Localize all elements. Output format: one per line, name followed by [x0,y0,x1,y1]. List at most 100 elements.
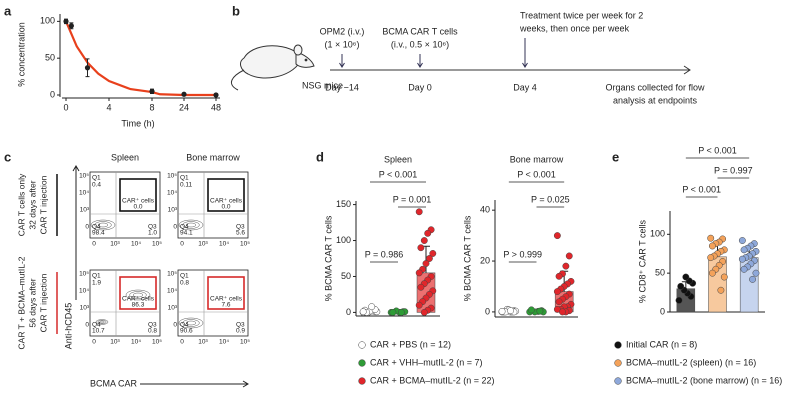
contour [178,219,204,231]
contour [185,320,197,326]
quadrant-value: 0.9 [236,328,245,335]
data-point [555,298,563,306]
quadrant-value: 0.8 [148,328,157,335]
data-point [213,92,219,98]
data-point [415,269,423,277]
data-point [429,250,437,257]
panel-label: b [232,3,240,18]
y-tick-label: 100 [650,229,665,239]
data-point [368,303,376,311]
p-value: P < 0.001 [379,169,418,179]
data-point [415,208,423,216]
car-gate [119,178,157,212]
contour [182,319,200,327]
quadrant-name: Q3 [148,224,157,231]
y-tick-label: 0 [173,322,177,329]
data-point [149,88,155,94]
p-value: P > 0.999 [503,249,542,259]
quadrant-value: 0.11 [180,182,193,189]
quadrant-name: Q4 [180,322,189,329]
quadrant-value: 90.6 [180,328,193,335]
y-tick-label: 0 [485,306,490,316]
gate-value: 0.0 [133,204,142,211]
x-tick-label: 10³ [110,241,120,248]
quadrant-value: 0.4 [92,182,101,189]
gate-value: 0.0 [221,204,230,211]
data-point [415,301,423,309]
data-point [527,306,535,314]
data-point [555,272,563,280]
legend-marker [358,359,366,367]
data-point [84,65,91,71]
quadrant-name: Q3 [148,322,157,329]
data-point [424,229,432,237]
contour [132,292,144,298]
y-tick-label: 100 [336,235,351,245]
y-tick-label: 50 [45,53,55,63]
p-value: P < 0.001 [682,184,721,194]
y-tick-label: 0 [50,89,55,99]
quadrant-name: Q1 [180,273,189,280]
panel-label: c [4,149,11,164]
quadrant-name: Q4 [92,322,101,329]
column-header: Bone marrow [186,152,240,162]
data-point [417,283,425,291]
y-tick-label: 10³ [80,207,90,214]
x-tick-label: 4 [106,102,111,112]
contour [99,320,105,324]
y-tick-label: 10⁴ [79,288,89,295]
y-axis-label: % BCMA CAR T cells [462,215,472,301]
data-point [740,246,748,254]
data-point [562,262,570,270]
endpoint-text: analysis at endpoints [613,95,698,105]
data-point [68,23,74,29]
y-tick-label: 10⁵ [167,173,177,180]
legend-label: Initial CAR (n = 8) [626,339,697,349]
p-value: P = 0.997 [714,165,753,175]
data-point [397,308,405,316]
x-tick-label: 10³ [198,339,208,346]
gate-label: CAR⁺ cells [210,296,243,303]
data-point [422,260,430,267]
day-label: Day 4 [513,82,537,92]
y-axis-arrow [72,165,80,300]
row-label: CAR T injection [38,273,48,332]
legend-label: CAR + VHH–mutIL-2 (n = 7) [370,357,483,367]
contour [178,317,204,329]
event-arrow [417,54,423,68]
contour [129,291,147,299]
data-point [181,91,187,97]
p-value: P < 0.001 [517,169,556,179]
data-point [565,252,573,260]
x-tick-label: 10⁵ [152,339,162,346]
quadrant-name: Q3 [236,224,245,231]
y-tick-label: 0 [85,224,89,231]
data-point [677,282,685,290]
legend-marker [614,341,622,349]
y-tick-label: 0 [346,307,351,317]
data-point [536,307,544,315]
legend-label: BCMA–mutIL-2 (bone marrow) (n = 16) [626,375,782,385]
y-axis-label: Anti-hCD45 [63,303,73,350]
quadrant-name: Q1 [180,175,189,182]
x-tick-label: 10³ [198,241,208,248]
mouse-label: NSG mice [302,80,343,90]
contour [90,219,116,231]
x-tick-label: 0 [180,339,184,346]
y-tick-label: 100 [40,16,55,26]
x-tick-label: 24 [179,102,189,112]
data-point [498,307,506,315]
quadrant-value: 10.7 [92,328,105,335]
legend-label: BCMA–mutIL-2 (spleen) (n = 16) [626,357,756,367]
x-tick-label: 10⁵ [152,241,162,248]
y-tick-label: 150 [336,199,351,209]
data-point [507,307,514,315]
data-point [749,275,757,283]
y-tick-label: 50 [655,268,665,278]
day-label: Day −14 [325,82,359,92]
y-tick-label: 10³ [168,207,178,214]
y-tick-label: 0 [173,224,177,231]
x-tick-label: 10³ [110,339,120,346]
p-value: P = 0.025 [531,194,570,204]
y-tick-label: 10⁴ [79,190,89,197]
